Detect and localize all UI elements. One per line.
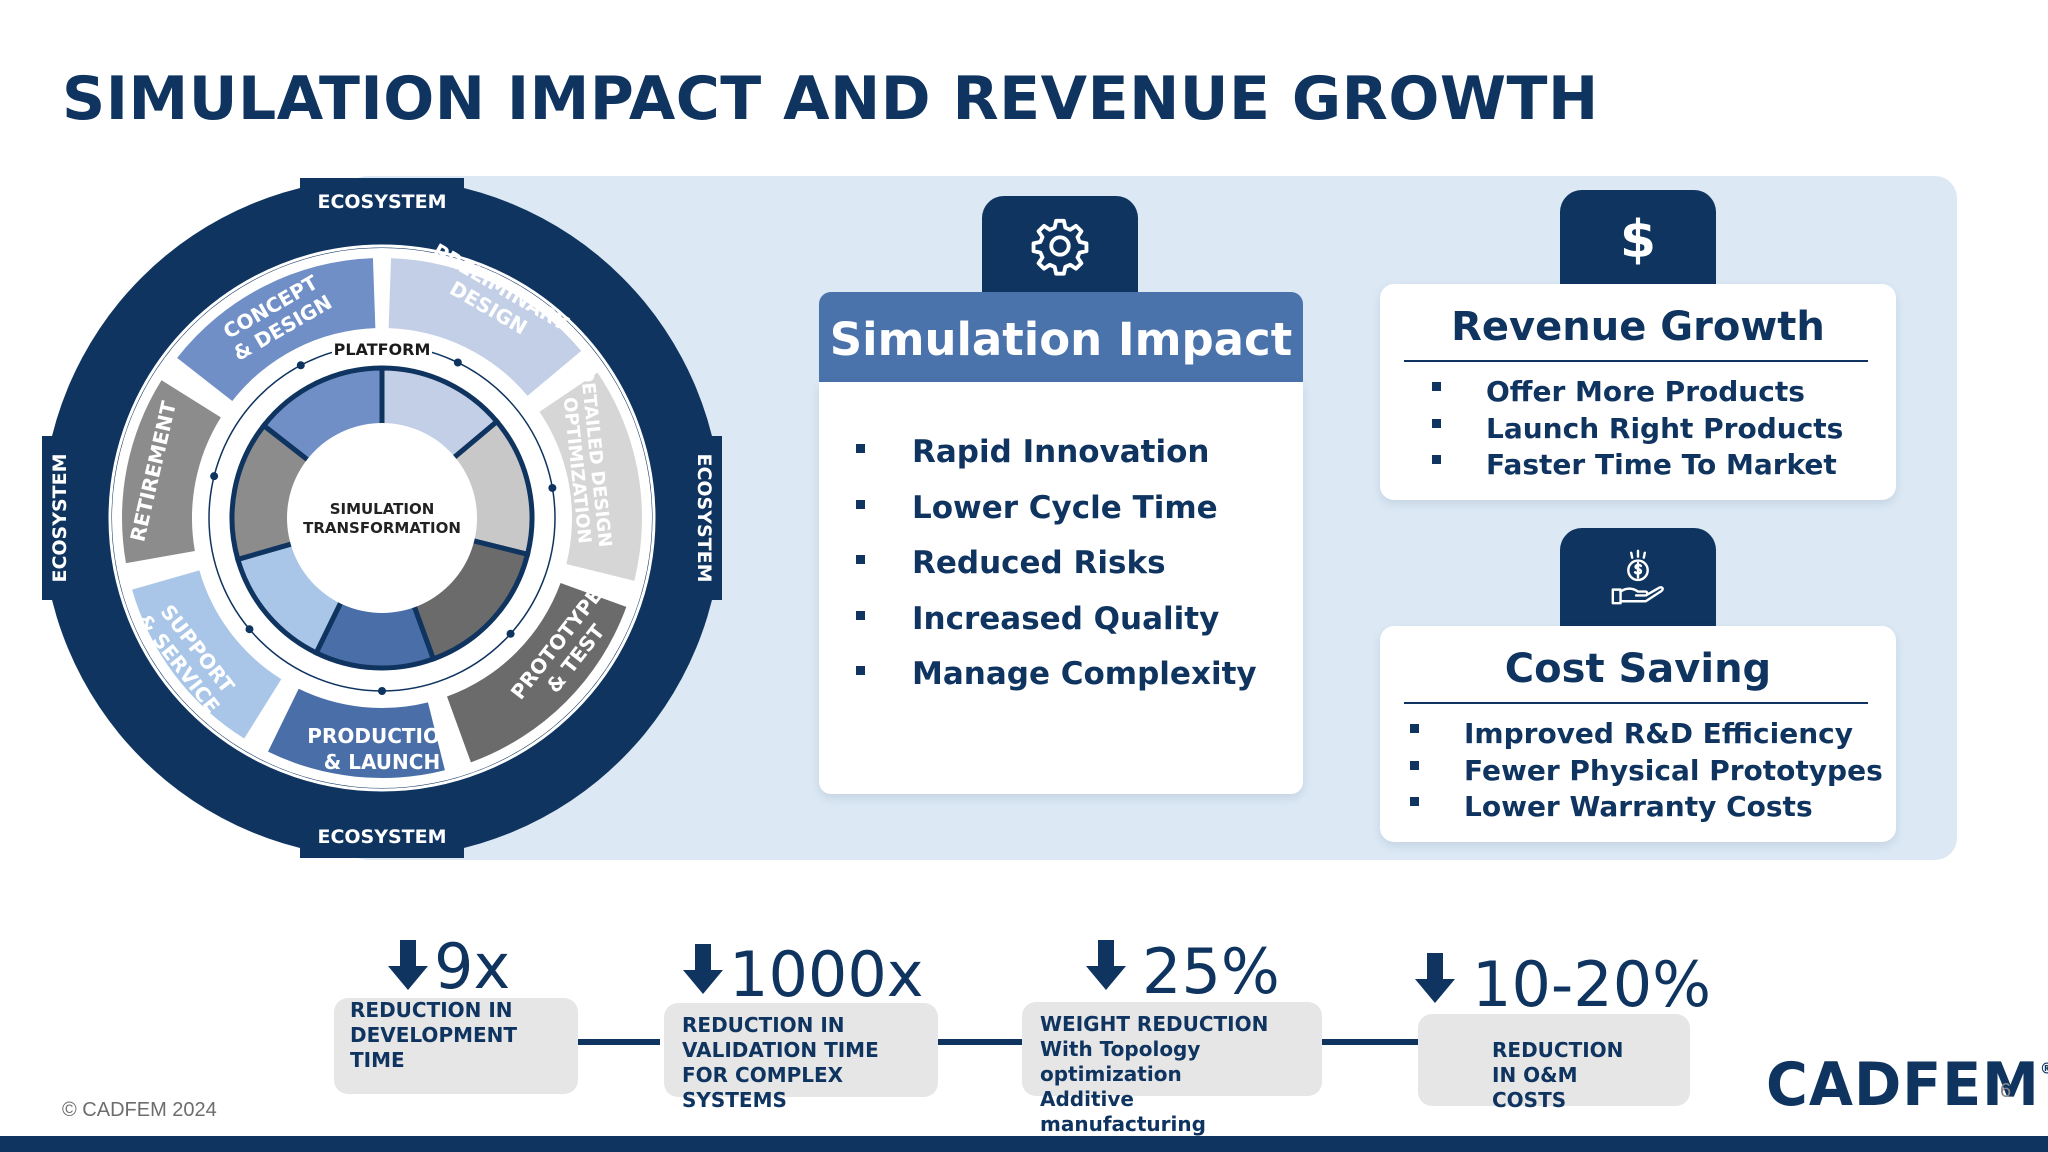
lifecycle-wheel: ECOSYSTEM ECOSYSTEM ECOSYSTEM ECOSYSTEM … bbox=[42, 178, 722, 858]
ring-dot bbox=[245, 625, 254, 634]
list-item: Launch Right Products bbox=[1431, 411, 1843, 448]
stat-value: 9x bbox=[434, 930, 511, 1003]
ring-dot bbox=[210, 472, 219, 481]
stat-value: 1000x bbox=[729, 938, 924, 1011]
center-label-line2: TRANSFORMATION bbox=[303, 519, 461, 537]
ring-dot bbox=[506, 629, 515, 638]
simulation-impact-icon-tab bbox=[982, 196, 1138, 296]
cost-saving-heading: Cost Saving bbox=[1504, 646, 1772, 692]
list-item: Reduced Risks bbox=[856, 543, 1257, 599]
ecosystem-label-right: ECOSYSTEM bbox=[693, 453, 715, 582]
cost-saving-list: Improved R&D Efficiency Fewer Physical P… bbox=[1410, 716, 1883, 826]
cost-saving-divider bbox=[1404, 702, 1868, 704]
stat-value: 10-20% bbox=[1472, 948, 1712, 1021]
logo-text: CADFEM bbox=[1766, 1050, 2040, 1120]
stat-box: REDUCTION IN VALIDATION TIME FOR COMPLEX… bbox=[664, 1003, 938, 1112]
stats-connector bbox=[936, 1039, 1024, 1045]
list-item: Offer More Products bbox=[1431, 374, 1843, 411]
ring-dot bbox=[453, 358, 462, 367]
ecosystem-labels: ECOSYSTEM ECOSYSTEM ECOSYSTEM ECOSYSTEM bbox=[42, 178, 722, 858]
copyright: © CADFEM 2024 bbox=[62, 1099, 217, 1121]
down-arrow-icon bbox=[683, 944, 723, 994]
outer-segment-production bbox=[268, 688, 445, 779]
ring-dot bbox=[548, 483, 557, 492]
simulation-impact-card bbox=[819, 382, 1303, 794]
outer-segment-support bbox=[132, 570, 282, 739]
list-item: Lower Cycle Time bbox=[856, 488, 1257, 544]
page-number: 6 bbox=[2000, 1080, 2012, 1102]
gear-icon bbox=[1031, 218, 1089, 276]
simulation-impact-heading: Simulation Impact bbox=[819, 292, 1303, 387]
ring-dot bbox=[378, 687, 386, 695]
outer-segment-prototype bbox=[446, 582, 627, 763]
ecosystem-inner-line bbox=[108, 244, 656, 792]
list-item: Increased Quality bbox=[856, 599, 1257, 655]
logo-registered-mark: ® bbox=[2040, 1061, 2048, 1078]
list-item: Improved R&D Efficiency bbox=[1410, 716, 1883, 753]
outer-segment-retirement bbox=[121, 380, 221, 564]
outer-segment-preliminary bbox=[388, 258, 582, 396]
outer-segments bbox=[121, 258, 642, 779]
wheel-center bbox=[287, 423, 477, 613]
ecosystem-label-top: ECOSYSTEM bbox=[317, 191, 446, 213]
stat-value: 25% bbox=[1142, 935, 1280, 1008]
stat-description: WEIGHT REDUCTION With Topology optimizat… bbox=[1040, 1012, 1269, 1136]
ecosystem-label-left: ECOSYSTEM bbox=[49, 453, 71, 582]
stat-description: REDUCTION IN VALIDATION TIME FOR COMPLEX… bbox=[682, 1013, 879, 1112]
center-label-line1: SIMULATION bbox=[330, 500, 435, 518]
cost-saving-icon-tab bbox=[1560, 528, 1716, 628]
segment-label-production: PRODUCTION & LAUNCH bbox=[307, 724, 456, 774]
stat-box: WEIGHT REDUCTION With Topology optimizat… bbox=[1022, 1002, 1322, 1136]
revenue-growth-heading: Revenue Growth bbox=[1451, 304, 1825, 350]
platform-label-bg bbox=[332, 338, 432, 360]
down-arrow-icon bbox=[1086, 940, 1126, 990]
dollar-icon: $ bbox=[1619, 210, 1657, 270]
stats-connector bbox=[576, 1039, 660, 1045]
revenue-growth-list: Offer More Products Launch Right Product… bbox=[1431, 374, 1843, 484]
revenue-growth-card: Revenue Growth bbox=[1380, 284, 1896, 500]
list-item: Manage Complexity bbox=[856, 654, 1257, 710]
stat-description: REDUCTION IN O&M COSTS bbox=[1492, 1038, 1624, 1112]
platform-label: PLATFORM bbox=[334, 340, 431, 359]
ecosystem-label-bottom: ECOSYSTEM bbox=[317, 826, 446, 848]
revenue-growth-divider bbox=[1404, 360, 1868, 362]
cadfem-logo: CADFEM® bbox=[1766, 1050, 2048, 1119]
list-item: Rapid Innovation bbox=[856, 432, 1257, 488]
down-arrow-icon bbox=[388, 940, 428, 990]
ring-dot bbox=[296, 361, 305, 370]
list-item: Fewer Physical Prototypes bbox=[1410, 753, 1883, 790]
footer-bar bbox=[0, 1136, 2048, 1152]
money-hand-icon bbox=[1611, 549, 1664, 605]
stat-box: REDUCTION IN DEVELOPMENT TIME bbox=[334, 998, 578, 1094]
outer-segment-concept bbox=[177, 258, 376, 402]
platform-ring-dots bbox=[210, 358, 557, 695]
list-item: Lower Warranty Costs bbox=[1410, 789, 1883, 826]
stats-connector bbox=[1320, 1039, 1420, 1045]
stat-box: REDUCTION IN O&M COSTS bbox=[1418, 1014, 1690, 1112]
list-item: Faster Time To Market bbox=[1431, 447, 1843, 484]
simulation-impact-list: Rapid Innovation Lower Cycle Time Reduce… bbox=[856, 432, 1257, 710]
revenue-growth-icon-tab: $ bbox=[1560, 190, 1716, 290]
page-title: SIMULATION IMPACT AND REVENUE GROWTH bbox=[62, 64, 1599, 134]
cost-saving-card: Cost Saving bbox=[1380, 626, 1896, 842]
outer-segment-detailed bbox=[539, 372, 642, 581]
down-arrow-icon bbox=[1415, 953, 1455, 1003]
stat-description: REDUCTION IN DEVELOPMENT TIME bbox=[350, 998, 518, 1072]
